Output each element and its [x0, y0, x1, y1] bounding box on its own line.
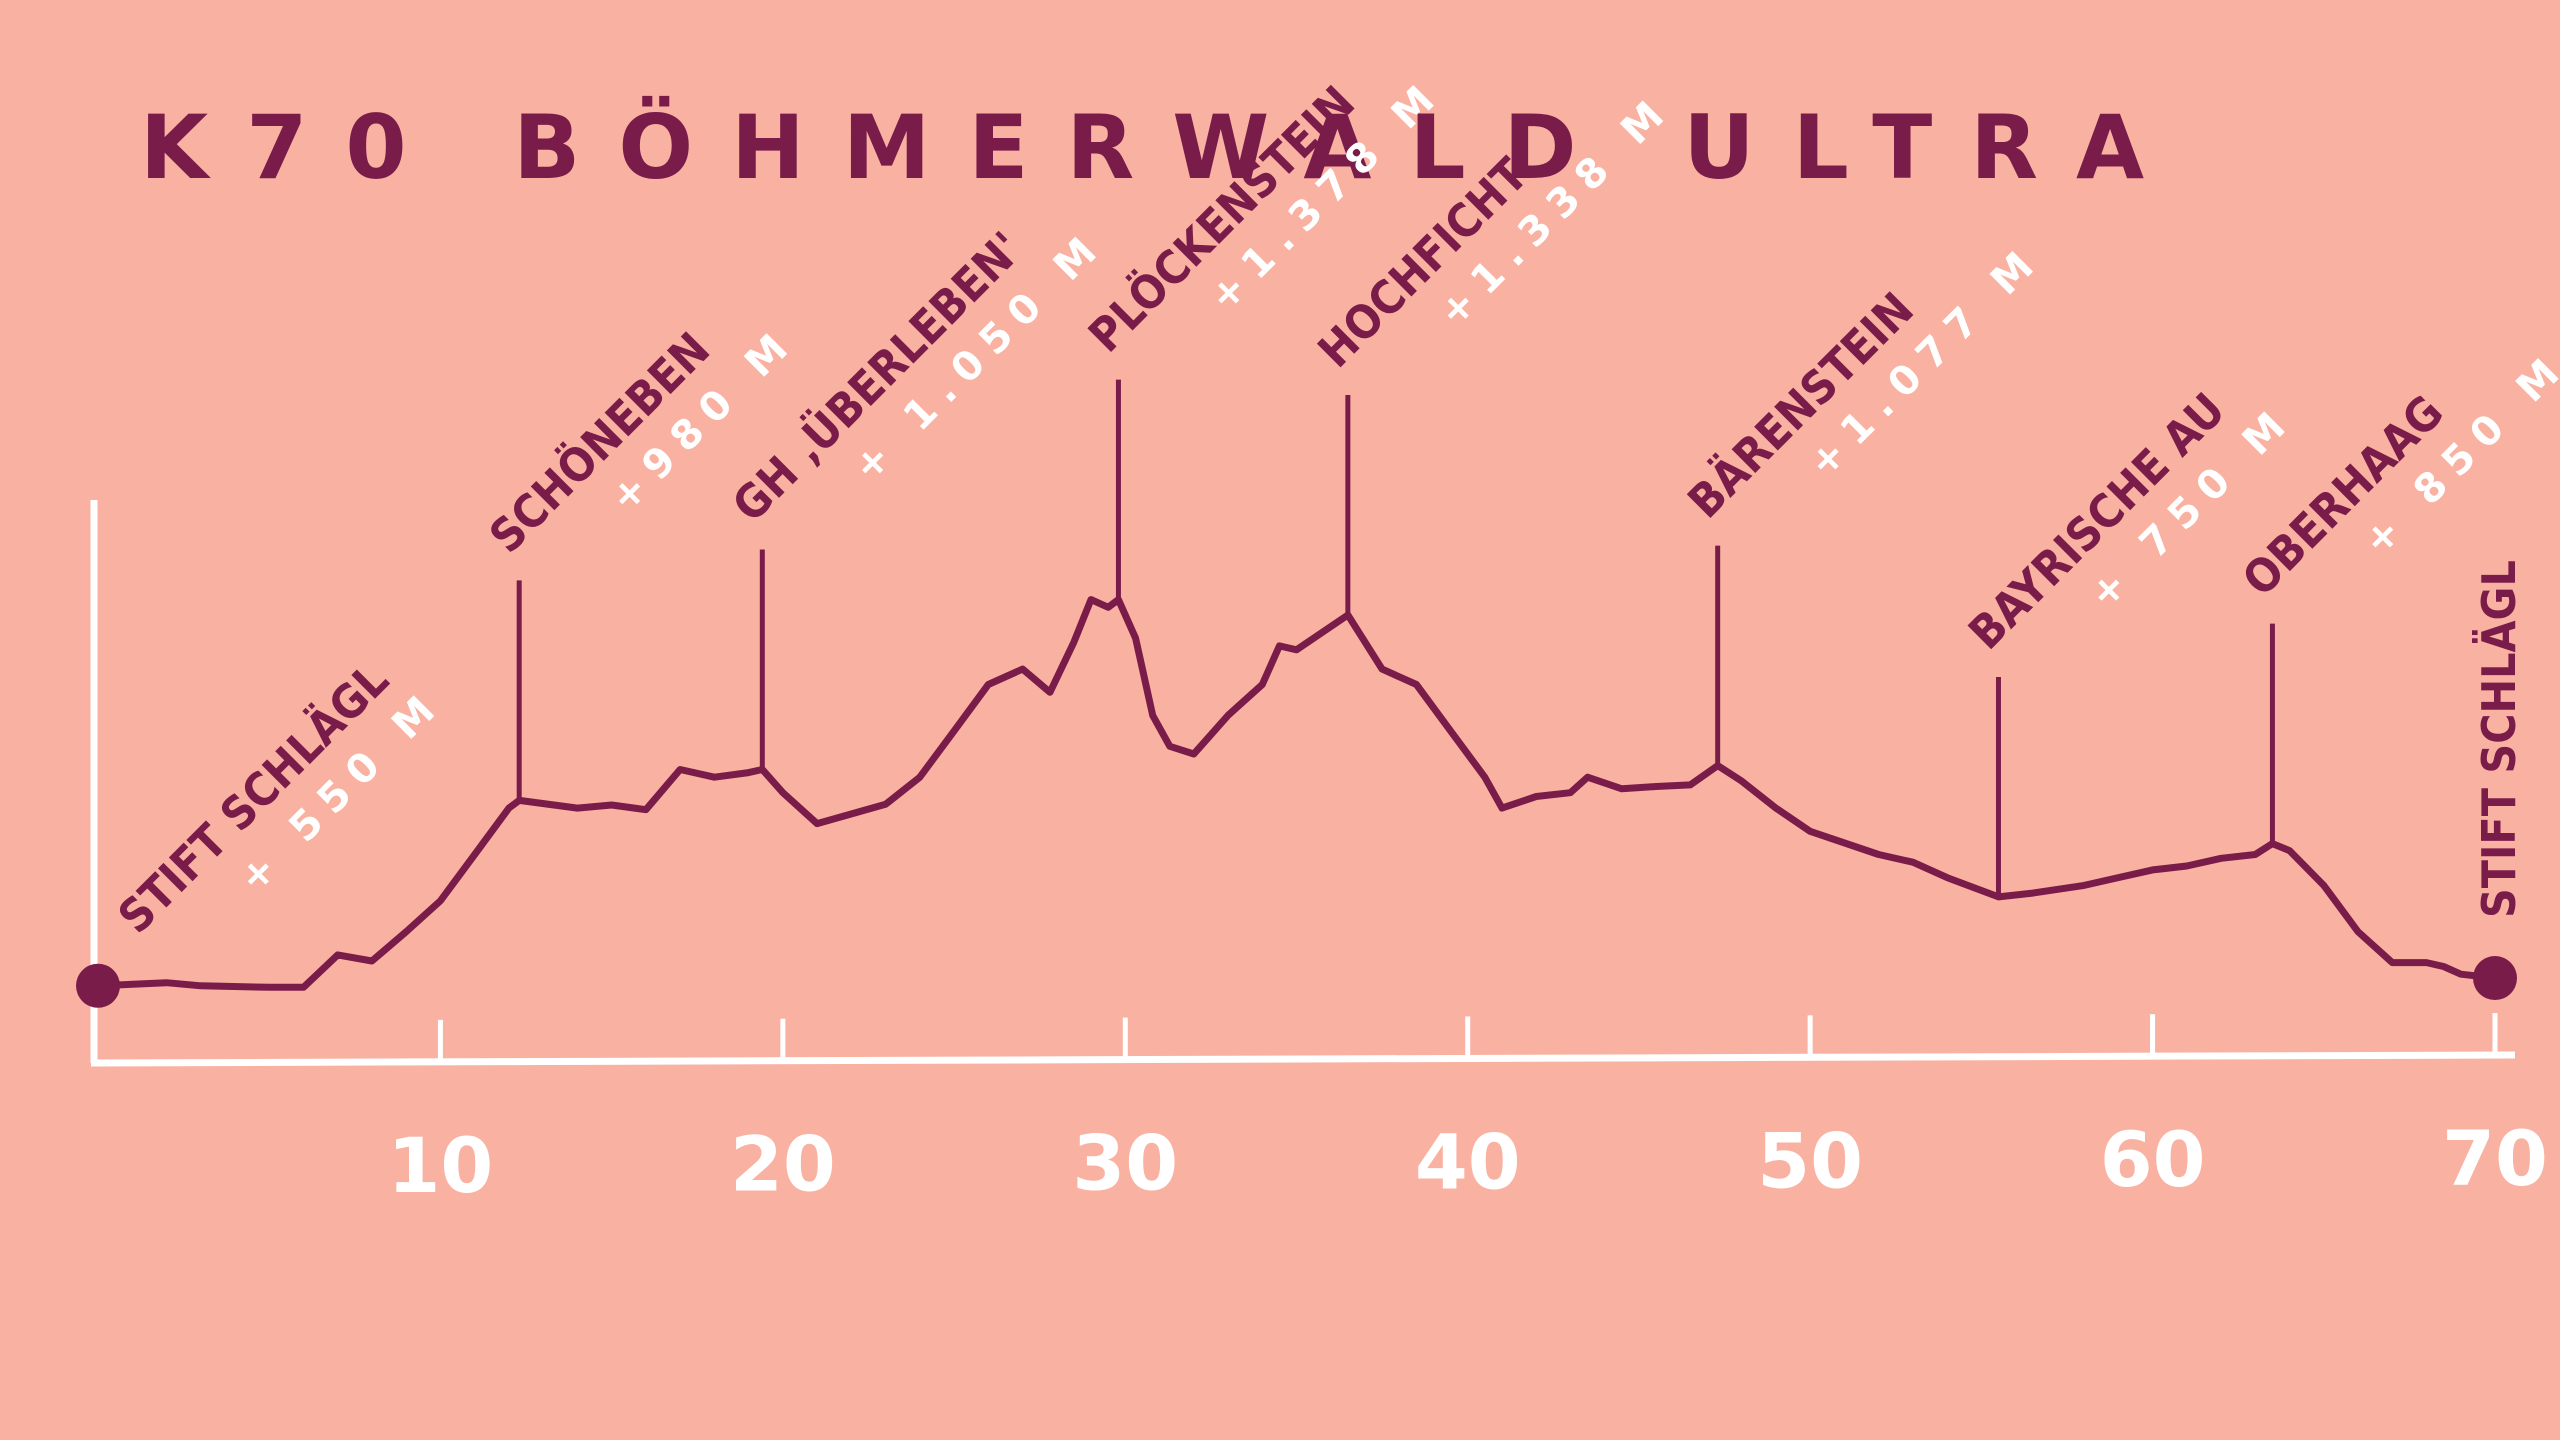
x-tick-label-50: 50 [1757, 1116, 1863, 1205]
x-tick-label-60: 60 [2100, 1115, 2206, 1204]
waypoint-marker [76, 963, 120, 1008]
x-tick-label-70: 70 [2442, 1114, 2548, 1203]
waypoint-name: STIFT SCHLÄGL [2472, 560, 2526, 918]
x-axis-line [90, 1051, 2516, 1067]
x-axis-ticks: 10 20 30 40 50 60 70 [388, 1013, 2548, 1210]
x-tick-label-40: 40 [1415, 1117, 1521, 1206]
waypoint-marker [2473, 956, 2517, 1001]
chart-title: K70 BÖHMERWALD ULTRA [140, 96, 2182, 199]
waypoint-9: STIFT SCHLÄGL [2472, 560, 2526, 1001]
x-tick-label-20: 20 [730, 1120, 836, 1209]
x-tick-label-30: 30 [1072, 1119, 1178, 1208]
elevation-profile-line [94, 596, 2499, 991]
x-tick-label-10: 10 [388, 1121, 494, 1210]
